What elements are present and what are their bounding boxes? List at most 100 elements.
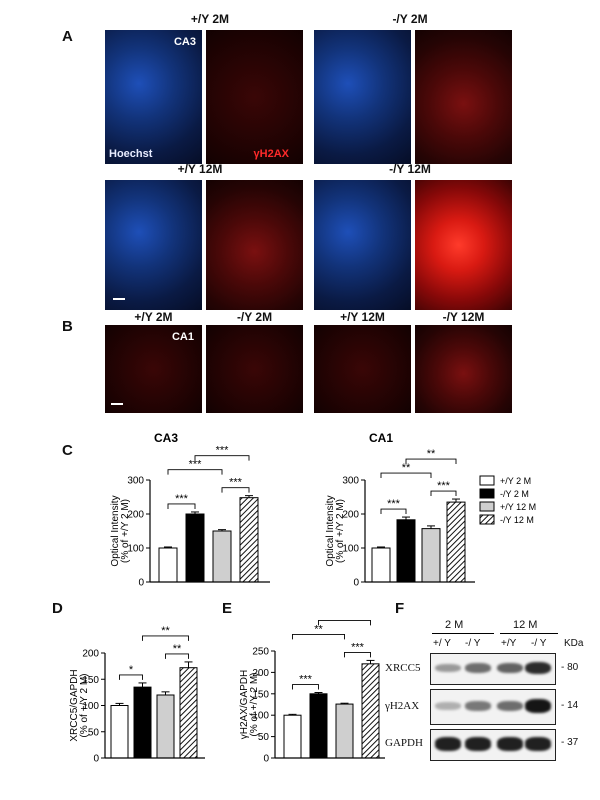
y-tick-label: 200 (342, 510, 359, 521)
y-tick-label: 100 (127, 544, 144, 555)
bar-2 (156, 694, 175, 759)
y-tick-label: 150 (252, 689, 269, 700)
legend-swatch-0 (479, 475, 495, 486)
significance-label: *** (175, 493, 189, 505)
legend-label-2: +/Y 12 M (500, 502, 536, 512)
significance-label: *** (229, 477, 243, 489)
significance-label: ** (314, 623, 323, 635)
y-tick-label: 250 (252, 647, 269, 658)
y-tick-label: 200 (127, 510, 144, 521)
micrograph-hoechst-ko-12m (314, 180, 411, 310)
significance-label: ** (173, 643, 182, 655)
region-label-ca1: CA1 (171, 331, 194, 343)
chart-gh2ax: 0 50 100 150 200 250 γH2AX/GAPDH (% of +/Y 2 M)… (239, 615, 385, 765)
y-axis-label: Optical Intensity (110, 495, 121, 566)
panel-a-title-ko-2m: -/Y 2M (392, 12, 428, 26)
y-tick-label: 300 (127, 476, 144, 487)
bar-3 (239, 497, 259, 583)
panel-label-e: E (222, 600, 233, 617)
panel-label-f: F (395, 600, 405, 617)
legend-label-0: +/Y 2 M (500, 476, 531, 486)
chart-title: CA3 (154, 431, 178, 445)
significance-bracket (142, 635, 189, 641)
significance-label: *** (299, 674, 313, 686)
micrograph-ca1-ko-12m (415, 325, 512, 413)
y-tick-label: 100 (342, 544, 359, 555)
bar-2 (421, 528, 441, 583)
panel-b-title-ko-2m: -/Y 2M (236, 310, 273, 324)
chart-ca3: CA3 0 100 200 300 Optical Intensity (% of +/Y … (110, 431, 270, 589)
panel-label-c: C (62, 442, 73, 459)
legend-label-1: -/Y 2 M (500, 489, 529, 499)
micrograph-ca1-wt-2m: CA1 (105, 325, 202, 413)
blot-band-0-0 (435, 663, 461, 673)
y-tick-label: 100 (82, 701, 99, 712)
y-tick-label: 50 (88, 727, 100, 738)
group-label-2m: 2 M (445, 619, 464, 631)
blot-band-2-0 (435, 737, 461, 751)
y-tick-label: 100 (252, 711, 269, 722)
blot-band-2-2 (497, 737, 523, 751)
bar-0 (371, 547, 391, 583)
kda-14: - 14 (561, 700, 579, 711)
significance-bracket (318, 619, 371, 626)
blot-band-0-2 (497, 662, 523, 674)
scale-bar (111, 403, 123, 405)
significance-label: ** (427, 448, 436, 460)
y-tick-label: 200 (82, 649, 99, 660)
blot-band-2-3 (525, 737, 551, 751)
panel-label-d: D (52, 600, 63, 617)
significance-label: *** (437, 480, 451, 492)
lane-label-4: -/ Y (531, 638, 547, 649)
blot-band-0-3 (525, 661, 551, 675)
y-axis-label-sub: (% of +/Y 2 M) (120, 499, 131, 563)
blot-band-2-1 (465, 737, 491, 751)
significance-label: ** (402, 462, 411, 474)
bar-2 (335, 703, 354, 759)
y-axis-label: Optical Intensity (325, 495, 336, 566)
y-tick-label: 50 (258, 732, 270, 743)
y-axis-label: γH2AX/GAPDH (239, 670, 250, 739)
micrograph-gh2ax-wt-2m: γH2AX (206, 30, 303, 164)
group-label-12m: 12 M (513, 619, 538, 631)
micrograph-gh2ax-ko-2m (415, 30, 512, 164)
significance-bracket (194, 455, 250, 461)
lane-label-2: -/ Y (465, 638, 481, 649)
significance-label: * (129, 664, 134, 676)
region-label-ca3: CA3 (173, 36, 196, 48)
row-label-gh2ax: γH2AX (385, 700, 420, 712)
micrograph-hoechst-wt-12m (105, 180, 202, 310)
panel-b-title-wt-12m: +/Y 12M (340, 310, 385, 324)
significance-label: *** (189, 459, 203, 471)
significance-bracket (167, 503, 196, 509)
micrograph-ca1-ko-2m (206, 325, 303, 413)
bar-2 (212, 530, 232, 583)
y-tick-label: 0 (138, 578, 144, 589)
significance-bracket (119, 674, 143, 680)
significance-label: *** (387, 498, 401, 510)
bar-1 (309, 693, 328, 759)
blot-band-1-0 (435, 702, 461, 710)
chart-title: CA1 (369, 431, 393, 445)
row-label-xrcc5: XRCC5 (385, 662, 421, 674)
significance-bracket (380, 472, 432, 479)
panel-label-a: A (62, 28, 73, 45)
y-tick-label: 0 (353, 578, 359, 589)
legend-swatch-1 (479, 488, 495, 499)
significance-bracket (165, 653, 189, 659)
bar-1 (396, 519, 416, 583)
y-tick-label: 300 (342, 476, 359, 487)
blot-band-1-2 (497, 700, 523, 712)
y-tick-label: 0 (263, 754, 269, 765)
micrograph-gh2ax-wt-12m (206, 180, 303, 310)
lane-label-3: +/Y (501, 638, 517, 649)
bar-1 (185, 513, 205, 583)
row-label-gapdh: GAPDH (385, 737, 423, 749)
micrograph-hoechst-ko-2m (314, 30, 411, 164)
blot-band-0-1 (465, 662, 491, 674)
bar-3 (179, 667, 198, 759)
significance-bracket (344, 651, 371, 658)
panel-b-title-wt-2m: +/Y 2M (134, 310, 173, 324)
panel-a-title-wt-12m: +/Y 12M (177, 162, 223, 176)
